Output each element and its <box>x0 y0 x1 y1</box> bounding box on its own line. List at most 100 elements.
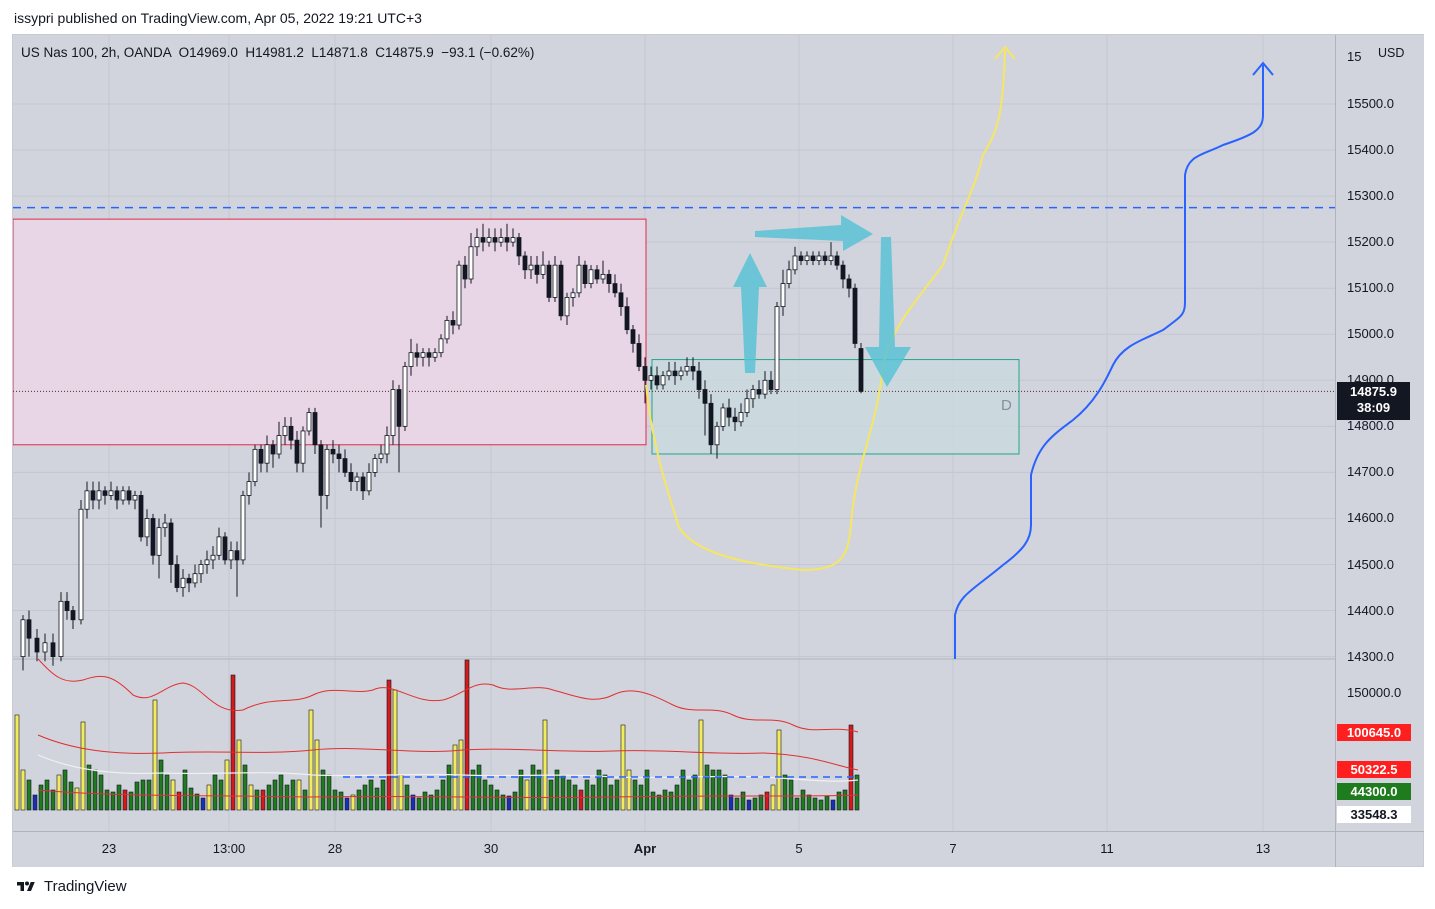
candle-body <box>342 458 348 473</box>
candle-body <box>456 264 462 326</box>
volume-bar <box>302 789 308 811</box>
candle-body <box>120 490 126 501</box>
candle-body <box>660 375 666 386</box>
candle-body <box>798 255 804 261</box>
candle-body <box>858 348 864 392</box>
yellow-projection-path <box>645 49 1006 572</box>
volume-bar <box>362 784 368 811</box>
candle-body <box>42 642 48 653</box>
volume-bar <box>800 789 806 811</box>
candle-body <box>96 490 102 501</box>
countdown: 38:09 <box>1356 400 1391 415</box>
time-axis[interactable] <box>13 831 1335 867</box>
candle-body <box>58 600 64 658</box>
price-tick: 15500.0 <box>1347 96 1394 111</box>
volume-bar <box>152 699 158 811</box>
volume-bar <box>680 769 686 811</box>
candle-body <box>228 550 234 561</box>
candle-body <box>156 527 162 556</box>
candle-body <box>210 554 216 561</box>
candle-body <box>684 366 690 372</box>
candle-body <box>828 255 834 261</box>
time-tick: 13:00 <box>212 841 246 856</box>
volume-bar <box>794 797 800 811</box>
candle-body <box>300 430 306 464</box>
volume-bar <box>332 789 338 811</box>
volume-bar <box>746 799 752 811</box>
candle-body <box>696 370 702 390</box>
volume-bar <box>14 714 20 811</box>
volume-bar <box>398 774 404 811</box>
volume-bar <box>128 791 134 811</box>
volume-bar <box>230 674 236 811</box>
candle-body <box>588 269 594 284</box>
volume-bar <box>830 799 836 811</box>
volume-bar <box>770 784 776 811</box>
time-tick: 7 <box>949 841 957 856</box>
volume-bar <box>758 794 764 811</box>
volume-bar <box>80 721 86 811</box>
candle-body <box>306 412 312 432</box>
volume-bar <box>224 759 230 811</box>
volume-bar <box>674 784 680 811</box>
volume-band-upper <box>37 658 859 733</box>
volume-bar <box>620 724 626 811</box>
volume-bar <box>86 764 92 811</box>
candle-body <box>162 522 168 529</box>
volume-bar <box>434 789 440 811</box>
candle-body <box>576 264 582 294</box>
candle-body <box>762 379 768 395</box>
candle-body <box>180 577 186 588</box>
candle-body <box>318 444 324 496</box>
volume-bar <box>272 779 278 811</box>
candle-body <box>516 237 522 257</box>
volume-bar <box>710 769 716 811</box>
volume-bar <box>692 774 698 811</box>
volume-bar <box>116 784 122 811</box>
candle-body <box>426 352 432 358</box>
volume-bar <box>68 781 74 811</box>
volume-bar <box>320 769 326 811</box>
candle-body <box>360 476 366 492</box>
candle-body <box>648 375 654 381</box>
up-arrow <box>733 253 767 373</box>
candle-body <box>672 370 678 377</box>
candle-body <box>348 471 354 483</box>
candle-body <box>432 352 438 358</box>
candle-body <box>270 444 276 455</box>
candle-body <box>564 297 570 317</box>
volume-bar <box>134 781 140 811</box>
volume-bar <box>842 789 848 811</box>
volume-bar <box>368 779 374 811</box>
volume-bar <box>74 787 80 811</box>
candle-body <box>666 370 672 377</box>
candle-body <box>414 352 420 358</box>
price-tick: 14800.0 <box>1347 418 1394 434</box>
chart-frame[interactable]: US Nas 100, 2h, OANDA O14969.0 H14981.2 … <box>12 34 1424 867</box>
volume-bar <box>662 789 668 811</box>
volume-band-lower <box>37 789 859 799</box>
volume-bar <box>494 789 500 811</box>
volume-bar <box>344 797 350 811</box>
zone-label-d: D <box>1001 397 1012 414</box>
volume-bar <box>290 779 296 811</box>
tradingview-brand[interactable]: TradingView <box>14 878 127 895</box>
volume-bar <box>236 739 242 811</box>
candle-body <box>774 306 780 390</box>
volume-value-label: 44300.0 <box>1337 783 1411 800</box>
volume-bar <box>740 791 746 811</box>
candle-body <box>150 518 156 556</box>
candle-body <box>606 273 612 284</box>
volume-bar <box>158 759 164 811</box>
candle-body <box>582 264 588 284</box>
currency-label[interactable]: USD <box>1375 46 1408 60</box>
volume-bar <box>578 789 584 811</box>
volume-bar <box>254 789 260 811</box>
tradingview-logo-icon <box>17 881 35 891</box>
volume-bar <box>308 709 314 811</box>
price-axis[interactable] <box>1335 35 1424 831</box>
candle-body <box>678 370 684 377</box>
chart-canvas[interactable] <box>13 35 1423 866</box>
candle-body <box>558 264 564 317</box>
volume-bar <box>752 797 758 811</box>
